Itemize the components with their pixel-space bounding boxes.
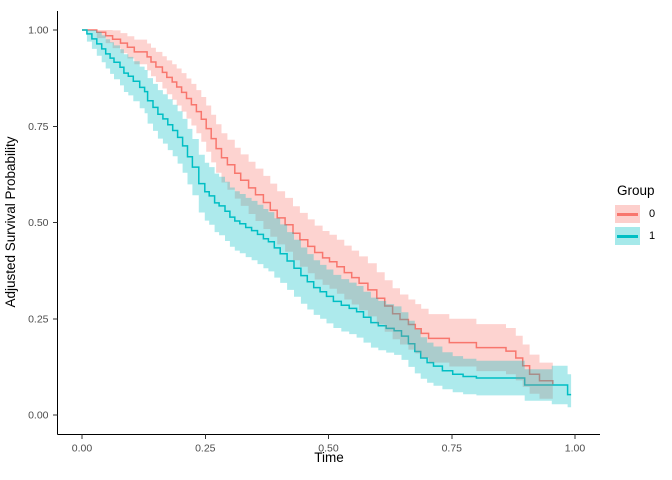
- legend-label-group-0: 0: [649, 208, 656, 220]
- legend-item-group-1: 1: [612, 227, 672, 245]
- survival-curve-group-1: [82, 29, 572, 396]
- x-tick-label: 1.00: [565, 443, 586, 455]
- x-tick-label: 0.00: [72, 443, 93, 455]
- confidence-ribbon-group-0: [82, 30, 553, 402]
- legend-swatch-group-0: [615, 205, 640, 223]
- y-axis-title: Adjusted Survival Probability: [3, 136, 18, 308]
- legend-label-group-1: 1: [649, 230, 656, 242]
- y-tick-label: 0.75: [28, 121, 49, 133]
- curves-layer: [82, 29, 572, 396]
- y-tick-label: 1.00: [28, 25, 49, 37]
- legend-title: Group: [617, 183, 655, 198]
- y-tick-label: 0.00: [28, 410, 49, 422]
- confidence-ribbon-group-1: [82, 30, 572, 408]
- legend-item-group-0: 0: [612, 205, 672, 223]
- x-tick-label: 0.25: [195, 443, 216, 455]
- x-tick-label: 0.75: [442, 443, 463, 455]
- x-tick-label: 0.50: [318, 443, 339, 455]
- x-axis-title: Time: [314, 450, 344, 465]
- y-tick-label: 0.50: [28, 217, 49, 229]
- legend: Group 0 1: [612, 183, 672, 249]
- legend-swatch-line-icon: [617, 213, 638, 216]
- legend-swatch-line-icon: [617, 235, 638, 238]
- legend-swatch-group-1: [615, 227, 640, 245]
- ribbons-layer: [82, 30, 572, 408]
- y-tick-label: 0.25: [28, 314, 49, 326]
- survival-curve-group-0: [82, 29, 554, 385]
